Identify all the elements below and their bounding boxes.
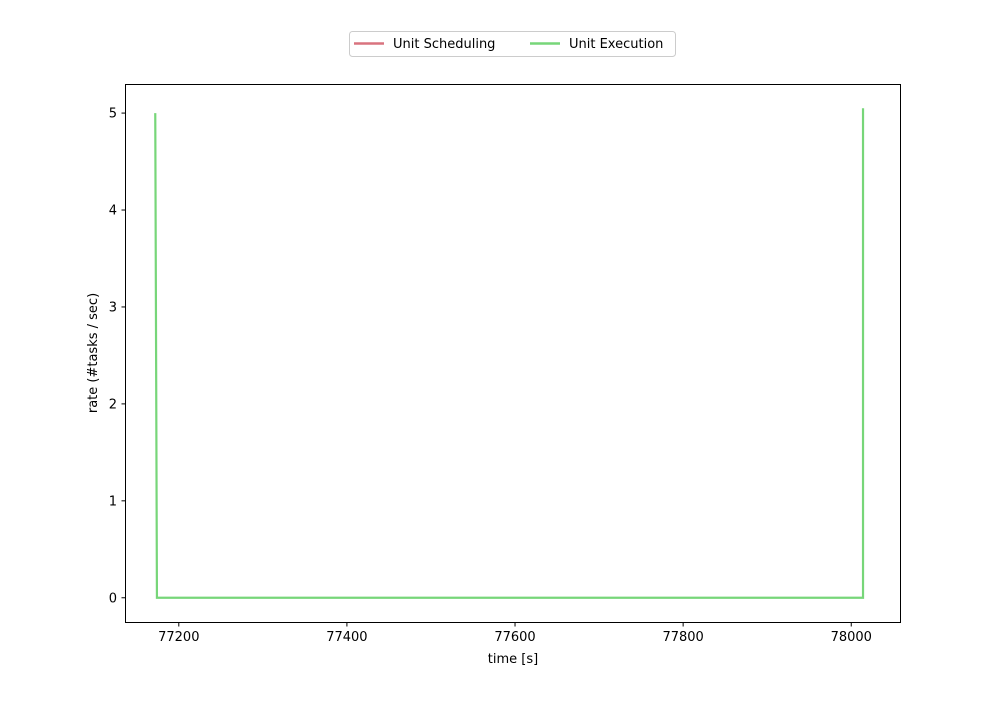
y-tick-label: 5 xyxy=(109,107,117,122)
y-tick-label: 1 xyxy=(109,494,117,509)
x-tick-label: 77800 xyxy=(662,630,703,645)
legend-box xyxy=(349,31,676,57)
y-tick-label: 0 xyxy=(109,591,117,606)
legend-label: Unit Scheduling xyxy=(393,37,495,52)
plot-frame xyxy=(125,84,901,623)
series-line-unit-execution xyxy=(154,108,865,599)
y-tick-label: 2 xyxy=(109,397,117,412)
x-tick-label: 77600 xyxy=(494,630,535,645)
y-axis-ticks: 0 1 2 3 4 5 xyxy=(109,107,126,606)
y-axis-label: rate (#tasks / sec) xyxy=(86,293,101,413)
series-layer xyxy=(154,108,865,599)
legend-label: Unit Execution xyxy=(569,37,663,52)
x-axis-label: time [s] xyxy=(488,652,538,667)
x-tick-label: 78000 xyxy=(831,630,872,645)
y-tick-label: 3 xyxy=(109,300,117,315)
y-tick-label: 4 xyxy=(109,204,117,219)
x-tick-label: 77200 xyxy=(158,630,199,645)
x-tick-label: 77400 xyxy=(326,630,367,645)
x-axis-ticks: 77200 77400 77600 77800 78000 xyxy=(158,622,872,645)
legend: Unit Scheduling Unit Execution xyxy=(349,31,676,57)
